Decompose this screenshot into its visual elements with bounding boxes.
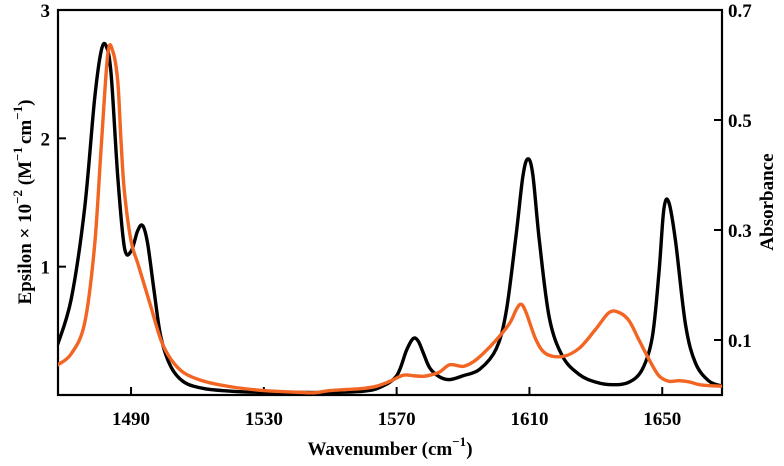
absorbance-series-line [58, 43, 722, 395]
epsilon-series-line [58, 41, 722, 395]
x-axis-title: Wavenumber (cm−1) [307, 434, 472, 460]
x-tick-label: 1650 [643, 409, 681, 430]
x-tick-label: 1570 [378, 409, 416, 430]
left-y-tick-label: 3 [41, 1, 51, 22]
x-tick-label: 1490 [112, 409, 150, 430]
left-y-tick-label: 2 [41, 129, 51, 150]
plot-frame [56, 8, 724, 397]
right-y-tick-label: 0.3 [728, 221, 752, 242]
right-y-tick-label: 0.1 [728, 331, 752, 352]
right-y-tick-label: 0.5 [728, 111, 752, 132]
left-y-axis-title: Epsilon × 10−2 (M−1cm−1) [10, 100, 36, 305]
right-y-axis-title: Absorbance [757, 153, 778, 250]
left-y-axis: 1 2 3 [41, 1, 66, 279]
x-tick-label: 1610 [510, 409, 548, 430]
x-tick-label: 1530 [245, 409, 283, 430]
left-y-tick-label: 1 [41, 258, 51, 279]
x-axis: 1490 1530 1570 1610 1650 [112, 387, 681, 430]
series-layer [58, 41, 722, 395]
right-y-tick-label: 0.7 [728, 1, 752, 22]
right-y-axis: 0.1 0.3 0.5 0.7 [714, 1, 752, 352]
